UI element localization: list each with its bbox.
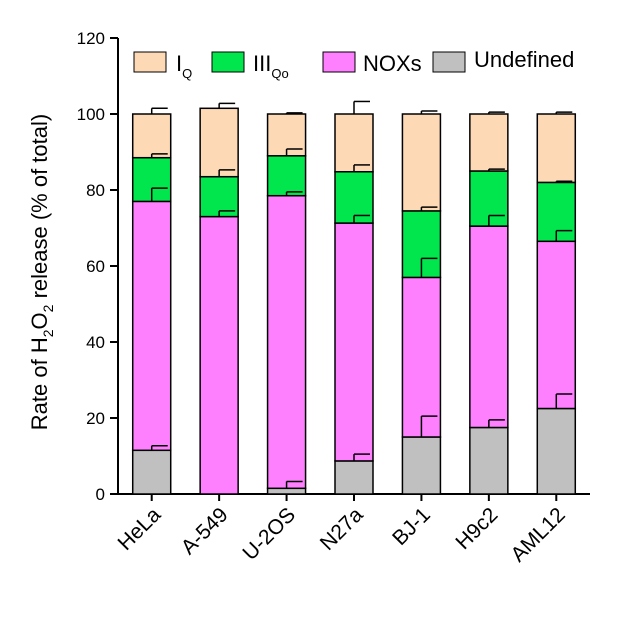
y-tick-label-20: 20 xyxy=(86,409,105,428)
bar-N27a-IIIQo xyxy=(334,171,374,224)
legend-swatch-iq xyxy=(133,51,167,73)
bar-U-2OS-IIIQo xyxy=(266,155,307,197)
bar-N27a-NOXs xyxy=(334,222,374,462)
bar-BJ-1-NOXs xyxy=(401,276,442,438)
bar-AML12-NOXs xyxy=(536,240,577,410)
legend-label-undefined: Undefined xyxy=(474,47,574,72)
y-tick-label-100: 100 xyxy=(77,105,105,124)
bar-N27a-Undefined xyxy=(334,460,374,495)
legend-swatch-noxs xyxy=(322,51,356,73)
bar-H9c2-IQ xyxy=(469,113,509,172)
bar-H9c2-NOXs xyxy=(469,225,509,429)
legend-label-noxs: NOXs xyxy=(363,51,422,76)
bar-BJ-1-Undefined xyxy=(401,436,442,495)
bar-U-2OS-NOXs xyxy=(266,194,307,490)
y-tick-label-60: 60 xyxy=(86,257,105,276)
y-tick-label-0: 0 xyxy=(96,485,105,504)
y-axis-label: Rate of H2O2 release (% of total) xyxy=(27,114,56,430)
bar-HeLa-NOXs xyxy=(131,200,172,452)
y-tick-label-120: 120 xyxy=(77,29,105,48)
x-tick-label-A-549: A-549 xyxy=(177,503,233,559)
bar-U-2OS-Undefined xyxy=(266,487,307,495)
x-tick-label-BJ-1: BJ-1 xyxy=(388,503,435,550)
plot-area: 0 20 40 60 80 100 120 HeLa A-549 U-2OS N27a BJ-1 H9c… xyxy=(77,29,590,567)
y-tick-label-80: 80 xyxy=(86,181,105,200)
bar-A-549-IQ xyxy=(199,107,239,178)
bar-HeLa-IQ xyxy=(131,113,172,159)
x-tick-label-H9c2: H9c2 xyxy=(451,503,502,554)
bar-BJ-1-IQ xyxy=(401,113,442,212)
y-tick-label-40: 40 xyxy=(86,333,105,352)
legend-swatch-undefined xyxy=(432,51,466,73)
x-tick-label-AML12: AML12 xyxy=(507,503,570,566)
bar-N27a-IQ xyxy=(334,113,374,173)
x-tick-label-U-2OS: U-2OS xyxy=(238,503,300,565)
legend-label-iiiqo: IIIQo xyxy=(253,51,289,81)
legend-label-iq: IQ xyxy=(176,51,192,81)
legend: IQ IIIQo NOXs Undefined xyxy=(133,47,574,81)
bar-HeLa-Undefined xyxy=(131,449,172,495)
bar-H9c2-Undefined xyxy=(469,426,509,495)
bar-AML12-IQ xyxy=(536,113,577,184)
x-tick-label-N27a: N27a xyxy=(316,503,368,555)
bar-AML12-Undefined xyxy=(536,407,577,495)
legend-swatch-iiiqo xyxy=(211,51,245,73)
x-tick-label-HeLa: HeLa xyxy=(113,503,165,555)
bar-A-549-NOXs xyxy=(199,215,239,495)
